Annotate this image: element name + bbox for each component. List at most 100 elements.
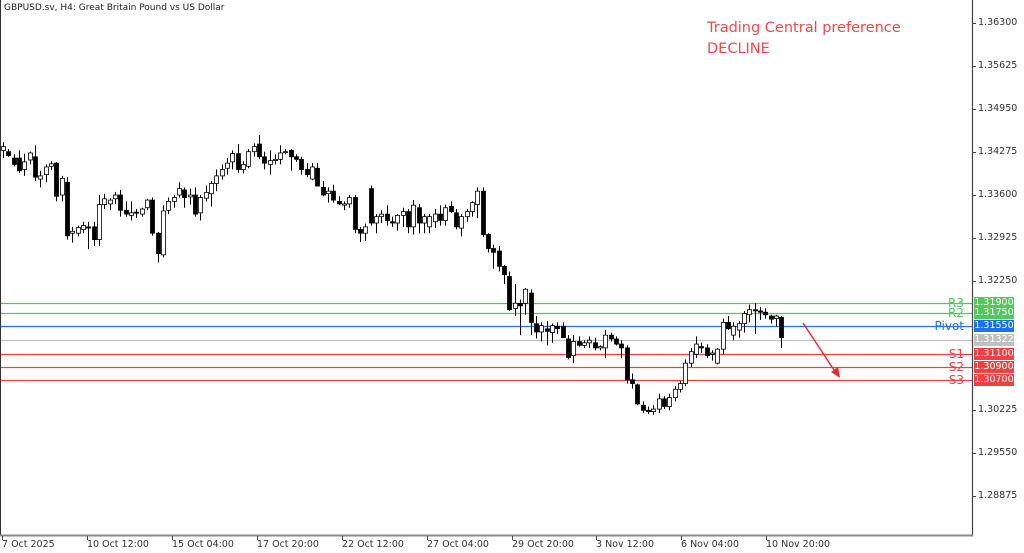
- level-label-s3: S3: [948, 373, 964, 387]
- candle-bearish: [555, 325, 560, 330]
- price-tick-label: 1.34950: [978, 103, 1018, 114]
- candle-bearish: [294, 156, 299, 160]
- candle-bullish: [710, 352, 715, 355]
- candle-bearish: [630, 379, 635, 384]
- candle-bullish: [140, 208, 145, 215]
- candle-bullish: [683, 362, 688, 384]
- candle-bullish: [1, 146, 6, 151]
- candle-bearish: [193, 194, 198, 215]
- candle-bullish: [161, 210, 166, 256]
- candle-bullish: [204, 192, 209, 199]
- candle-bullish: [443, 207, 448, 221]
- candle-bearish: [385, 213, 390, 221]
- candle-bullish: [113, 194, 118, 200]
- candle-bullish: [433, 213, 438, 223]
- candle-bearish: [134, 211, 139, 214]
- candle-bullish: [422, 216, 427, 224]
- candle-bullish: [70, 230, 75, 234]
- candle-bullish: [774, 315, 779, 319]
- candle-bearish: [481, 190, 486, 235]
- price-tag-s3: 1.30700: [974, 374, 1014, 386]
- time-tick-label: 27 Oct 04:00: [427, 539, 489, 550]
- candle-bearish: [17, 157, 22, 172]
- candle-bullish: [539, 325, 544, 333]
- candle-bearish: [625, 347, 630, 381]
- candle-bearish: [545, 328, 550, 332]
- candle-bullish: [587, 339, 592, 344]
- candle-bearish: [337, 200, 342, 205]
- candle-bullish: [49, 163, 54, 167]
- candle-bullish: [571, 341, 576, 356]
- candle-bearish: [497, 250, 502, 267]
- level-label-s1: S1: [948, 347, 964, 361]
- candle-bullish: [225, 162, 230, 169]
- preference-value: DECLINE: [707, 41, 770, 57]
- candle-bearish: [331, 190, 336, 201]
- candle-bullish: [76, 227, 81, 234]
- candle-bullish: [220, 169, 225, 177]
- candle-bullish: [283, 151, 288, 154]
- candle-bearish: [635, 384, 640, 405]
- candle-bearish: [305, 169, 310, 176]
- price-tick-label: 1.34275: [978, 146, 1018, 157]
- candle-bearish: [699, 346, 704, 349]
- candle-bullish: [38, 175, 43, 180]
- candle-bearish: [315, 167, 320, 187]
- candle-bullish: [550, 325, 555, 333]
- candle-bearish: [705, 347, 710, 356]
- candle-bearish: [33, 156, 38, 178]
- candle-bearish: [150, 199, 155, 234]
- candle-bullish: [326, 190, 331, 195]
- candle-bearish: [353, 197, 358, 230]
- candle-bearish: [289, 150, 294, 158]
- candle-bearish: [614, 338, 619, 345]
- candle-bearish: [390, 221, 395, 224]
- level-label-pivot: Pivot: [934, 319, 964, 333]
- candle-bearish: [779, 316, 784, 339]
- candle-bearish: [299, 158, 304, 170]
- price-tick-label: 1.32925: [978, 232, 1018, 243]
- arrow-head-icon: [831, 367, 840, 378]
- candle-bearish: [534, 323, 539, 333]
- price-tag-last: 1.31322: [974, 334, 1014, 346]
- candle-bullish: [694, 343, 699, 355]
- price-tick-label: 1.32250: [978, 275, 1018, 286]
- candle-bullish: [657, 398, 662, 410]
- candle-bearish: [769, 315, 774, 320]
- candle-bearish: [502, 265, 507, 276]
- candle-bearish: [763, 311, 768, 316]
- candle-bullish: [22, 161, 27, 170]
- candle-bullish: [310, 166, 315, 180]
- candle-bearish: [609, 334, 614, 340]
- time-tick-label: 22 Oct 12:00: [342, 539, 404, 550]
- candle-bearish: [454, 212, 459, 228]
- candle-bullish: [747, 309, 752, 316]
- candle-bullish: [689, 351, 694, 364]
- candle-bullish: [475, 190, 480, 205]
- candle-bullish: [268, 160, 273, 165]
- price-tick-label: 1.33600: [978, 189, 1018, 200]
- candle-bullish: [81, 225, 86, 230]
- candle-bearish: [257, 143, 262, 158]
- candle-bullish: [342, 203, 347, 206]
- candle-bullish: [427, 216, 432, 228]
- time-tick-label: 10 Nov 20:00: [766, 539, 831, 550]
- price-tick-label: 1.28875: [978, 490, 1018, 501]
- candle-bullish: [742, 313, 747, 325]
- price-tag-r2: 1.31750: [974, 307, 1014, 319]
- candle-bullish: [209, 183, 214, 195]
- candle-bearish: [486, 234, 491, 249]
- candle-bullish: [145, 199, 150, 209]
- candle-bearish: [417, 207, 422, 224]
- candle-bullish: [44, 166, 49, 176]
- candle-bullish: [582, 342, 587, 346]
- candle-bearish: [118, 194, 123, 211]
- candle-bullish: [60, 178, 65, 196]
- chart-title: GBPUSD.sv, H4: Great Britain Pound vs US…: [4, 3, 225, 13]
- candle-bullish: [411, 204, 416, 228]
- candle-bearish: [156, 232, 161, 255]
- candle-bearish: [438, 213, 443, 221]
- candle-bearish: [92, 226, 97, 240]
- time-tick-label: 29 Oct 20:00: [512, 539, 574, 550]
